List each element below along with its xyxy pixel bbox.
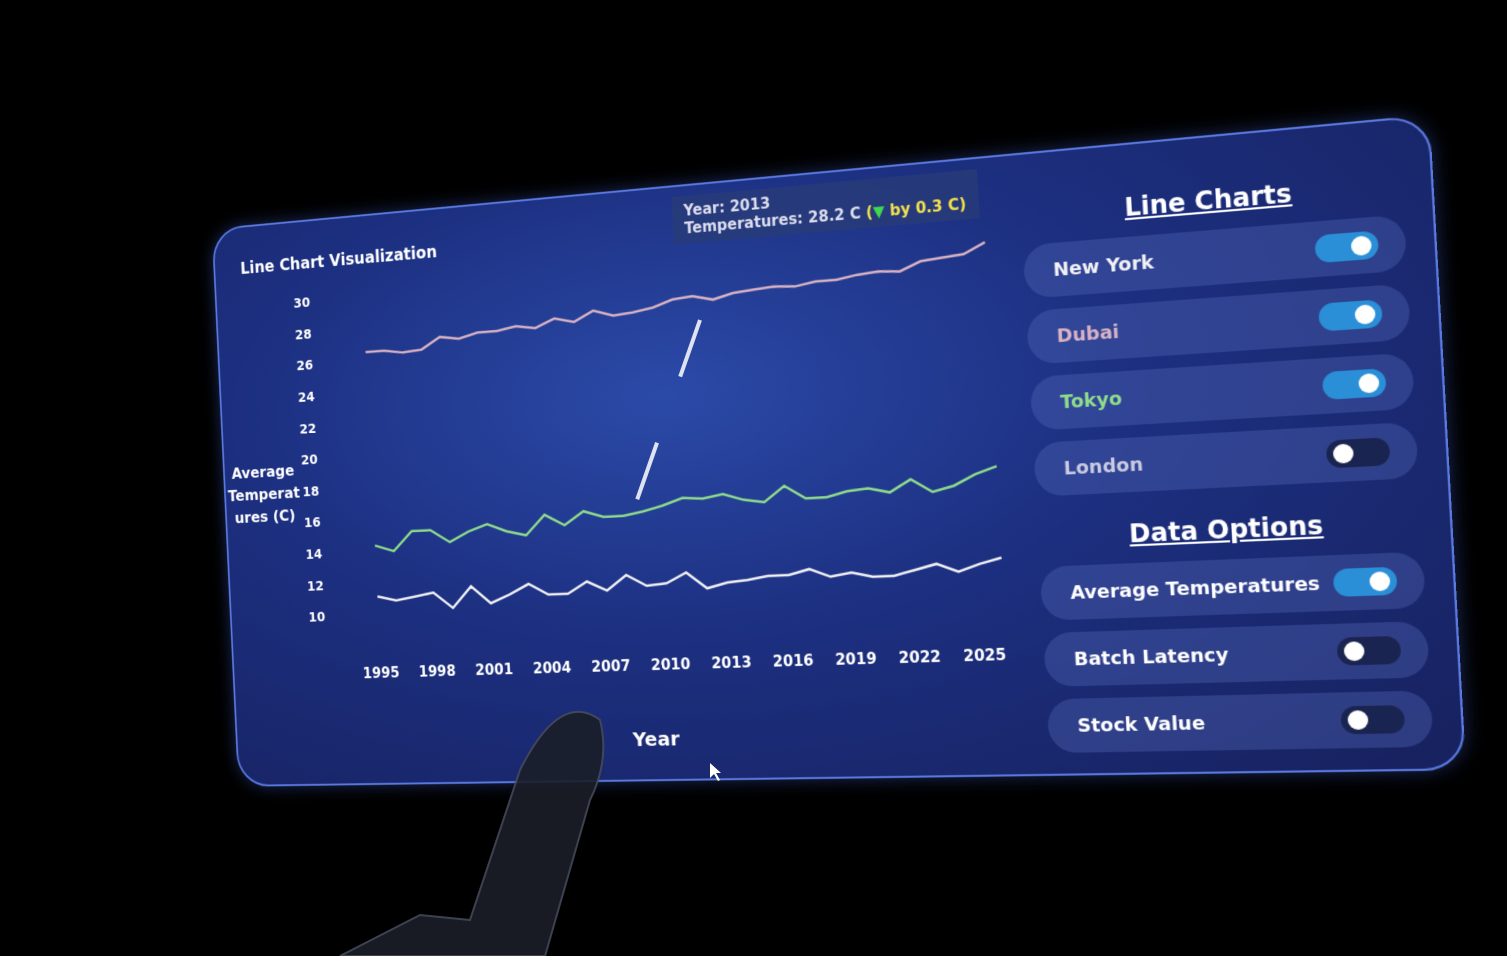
y-tick-label: 22 [299, 422, 316, 438]
y-axis-label: Average [231, 461, 294, 482]
toggle-label: Average Temperatures [1069, 572, 1321, 604]
y-tick-label: 16 [304, 516, 321, 532]
toggle-label: London [1063, 453, 1144, 480]
series-toggle[interactable]: New York [1022, 214, 1408, 299]
y-tick-label: 18 [302, 484, 319, 500]
x-tick-label: 1995 [363, 665, 400, 682]
toggle-label: Tokyo [1059, 387, 1123, 414]
switch[interactable] [1332, 566, 1398, 597]
tooltip-arrow: ▼ [872, 202, 885, 222]
chart-title: Line Chart Visualization [240, 242, 437, 278]
x-axis-label: Year [631, 727, 680, 751]
x-tick-label: 2019 [835, 651, 877, 669]
section-title: Data Options [1128, 510, 1325, 549]
y-tick-label: 26 [296, 359, 313, 375]
data-toggle[interactable]: Average Temperatures [1039, 551, 1426, 621]
switch[interactable] [1321, 368, 1387, 400]
switch[interactable] [1314, 230, 1380, 264]
x-tick-label: 2025 [963, 647, 1007, 666]
switch[interactable] [1318, 299, 1383, 332]
switch[interactable] [1336, 635, 1402, 666]
sidebar: Line Charts New York Dubai Tokyo London Dat… [1020, 162, 1434, 765]
x-tick-label: 1998 [418, 664, 456, 681]
toggle-label: Batch Latency [1073, 643, 1229, 671]
x-tick-label: 2004 [533, 660, 572, 677]
y-tick-label: 24 [298, 390, 315, 406]
y-tick-label: 28 [295, 327, 312, 343]
chart: Line Chart Visualization Year Average Te… [228, 155, 1045, 751]
line-toggles: New York Dubai Tokyo London [1022, 214, 1419, 497]
series-toggle[interactable]: Tokyo [1029, 352, 1415, 431]
toggle-label: Dubai [1056, 320, 1120, 347]
series-toggle[interactable]: London [1033, 421, 1419, 497]
x-tick-label: 2001 [475, 662, 513, 679]
y-tick-label: 30 [293, 296, 310, 312]
toggle-label: New York [1052, 251, 1155, 281]
series-line [373, 466, 1000, 552]
y-tick-label: 14 [305, 548, 322, 564]
series-line [377, 558, 1003, 611]
x-tick-label: 2016 [772, 653, 814, 671]
y-tick-label: 20 [301, 453, 318, 469]
switch[interactable] [1340, 705, 1406, 735]
y-tick-label: 10 [308, 611, 325, 626]
x-tick-label: 2010 [651, 657, 691, 675]
switch[interactable] [1325, 437, 1391, 469]
y-axis-label: ures (C) [234, 506, 295, 527]
data-toggle[interactable]: Stock Value [1046, 690, 1434, 754]
y-axis-label: Temperat [228, 483, 301, 505]
data-toggles: Average Temperatures Batch Latency Stock V… [1039, 551, 1434, 754]
series-toggle[interactable]: Dubai [1026, 283, 1412, 365]
toggle-label: Stock Value [1076, 711, 1206, 737]
data-toggle[interactable]: Batch Latency [1043, 620, 1430, 687]
x-tick-label: 2007 [591, 659, 631, 677]
series-line [363, 242, 989, 355]
x-tick-label: 2022 [898, 649, 941, 667]
y-tick-label: 12 [307, 579, 324, 594]
x-tick-label: 2013 [711, 655, 752, 673]
panel: Line Chart Visualization Year Average Te… [211, 114, 1467, 787]
